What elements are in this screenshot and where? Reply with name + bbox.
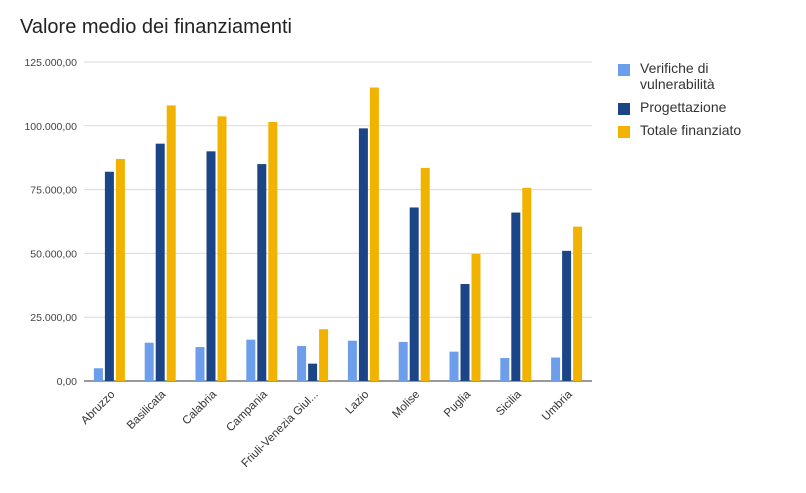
x-tick-label: Umbria [540, 388, 575, 423]
bar-1 [297, 346, 307, 381]
x-tick-label: Basilicata [125, 388, 169, 432]
bar-2 [308, 363, 318, 381]
bar-2 [409, 207, 419, 381]
bar-2 [460, 284, 470, 381]
chart-legend: Verifiche di vulnerabilità Progettazione T… [618, 60, 780, 145]
bar-2 [155, 143, 165, 381]
bar-1 [551, 357, 561, 381]
bar-1 [500, 358, 510, 381]
legend-label: Progettazione [640, 99, 727, 115]
y-tick-label: 50.000,00 [30, 248, 77, 260]
legend-label: Verifiche di vulnerabilità [640, 60, 715, 92]
bar-2 [511, 212, 521, 381]
legend-label: Totale finanziato [640, 122, 742, 138]
bar-2 [257, 164, 267, 381]
x-tick-label: Campania [224, 388, 270, 434]
y-tick-label: 75.000,00 [30, 185, 77, 197]
bar-1 [195, 347, 205, 381]
bar-1 [347, 340, 357, 381]
x-tick-label: Abruzzo [79, 389, 117, 427]
legend-item: Verifiche di vulnerabilità [618, 60, 780, 92]
bar-3 [420, 167, 430, 381]
legend-swatch [618, 126, 630, 138]
x-tick-label: Puglia [442, 388, 474, 420]
bar-2 [206, 151, 216, 381]
bar-3 [522, 187, 532, 381]
y-tick-label: 25.000,00 [30, 312, 77, 324]
x-tick-label: Calabria [180, 388, 219, 427]
bar-1 [93, 368, 103, 381]
bar-1 [449, 351, 459, 381]
legend-swatch [618, 103, 630, 115]
bar-3 [369, 87, 379, 382]
legend-item: Totale finanziato [618, 122, 780, 138]
x-tick-label: Molise [390, 389, 422, 421]
bar-3 [217, 116, 227, 381]
bar-3 [471, 253, 481, 381]
y-tick-label: 125.000,00 [24, 57, 77, 69]
bar-3 [319, 329, 329, 381]
legend-swatch [618, 64, 630, 76]
bar-2 [562, 250, 572, 381]
y-tick-label: 100.000,00 [24, 121, 77, 133]
y-tick-label: 0,00 [57, 376, 78, 388]
bar-3 [166, 105, 176, 381]
bar-1 [144, 342, 154, 381]
bar-3 [573, 226, 583, 381]
bar-1 [398, 341, 408, 381]
chart-title: Valore medio dei finanziamenti [20, 16, 293, 38]
x-tick-label: Lazio [344, 389, 372, 417]
bar-2 [104, 171, 114, 381]
legend-item: Progettazione [618, 99, 780, 115]
x-tick-label: Sicilia [494, 388, 524, 418]
bar-2 [358, 128, 368, 381]
bar-3 [115, 158, 125, 381]
bar-1 [246, 339, 256, 381]
bar-3 [268, 121, 278, 382]
